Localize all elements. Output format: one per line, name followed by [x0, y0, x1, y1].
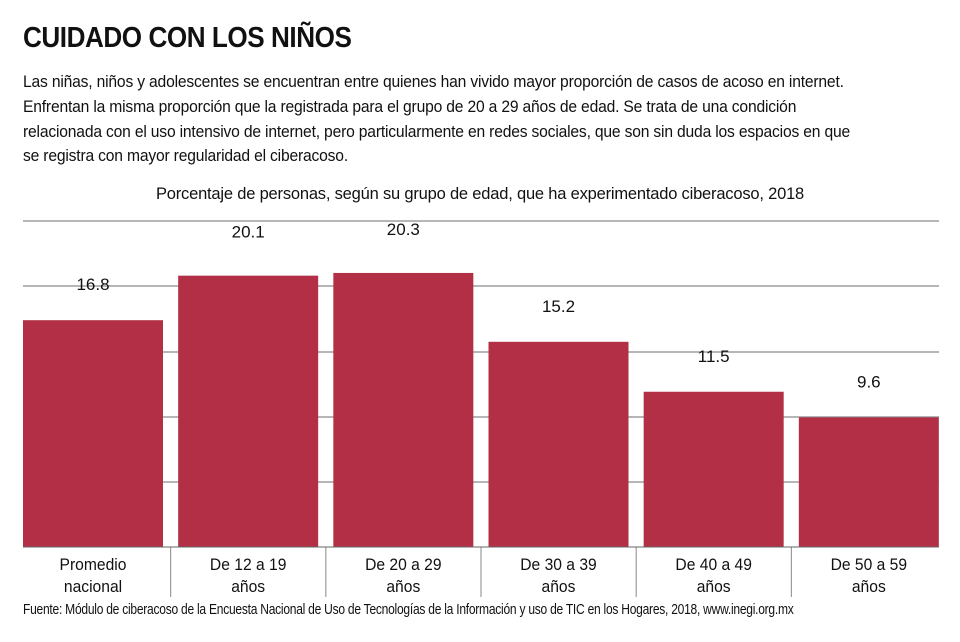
paragraph-line: se registra con mayor regularidad el cib… [23, 146, 348, 166]
x-tick-label: De 20 a 29 [365, 555, 441, 574]
x-tick-label: De 40 a 49 [675, 555, 751, 574]
x-tick-label: años [697, 577, 731, 596]
page-title: CUIDADO CON LOS NIÑOS [23, 22, 352, 54]
x-tick-label: nacional [64, 577, 122, 596]
data-label: 20.3 [387, 220, 420, 239]
bar [643, 391, 784, 547]
chart-title: Porcentaje de personas, según su grupo d… [155, 185, 805, 203]
data-label: 20.1 [232, 223, 265, 242]
x-tick-label: años [852, 577, 886, 596]
data-label: 11.5 [698, 347, 730, 366]
x-tick-label: De 12 a 19 [210, 555, 286, 574]
bar [178, 275, 319, 547]
bar [488, 341, 629, 547]
x-tick-label: De 30 a 39 [520, 555, 596, 574]
data-label: 16.8 [76, 275, 109, 294]
source-note: Fuente: Módulo de ciberacoso de la Encue… [23, 602, 794, 618]
x-tick-label: años [386, 577, 420, 596]
x-tick-label: De 50 a 59 [831, 555, 907, 574]
paragraph-line: Enfrentan la misma proporción que la reg… [23, 96, 797, 116]
paragraph-line: Las niñas, niños y adolescentes se encue… [23, 72, 844, 91]
data-label: 15.2 [542, 297, 575, 316]
paragraph-line: relacionada con el uso intensivo de inte… [23, 121, 850, 141]
x-tick-label: años [231, 577, 265, 596]
x-tick-label: Promedio [60, 555, 127, 574]
intro-paragraph: Las niñas, niños y adolescentes se encue… [23, 70, 960, 169]
bar [333, 272, 474, 547]
bar [798, 417, 939, 547]
data-label: 9.6 [857, 372, 881, 391]
x-tick-label: años [542, 577, 576, 596]
bar [23, 320, 163, 547]
